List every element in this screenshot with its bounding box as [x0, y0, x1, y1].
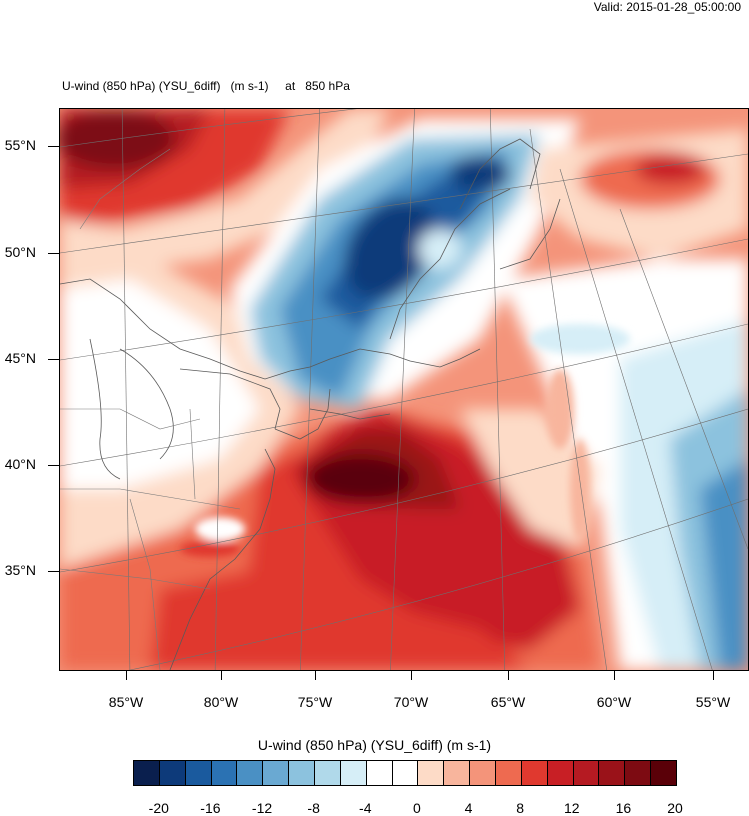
colorbar-box — [340, 761, 367, 785]
lat-tick — [48, 571, 59, 572]
lat-label-50n: 50°N — [4, 244, 36, 260]
lon-tick — [713, 670, 714, 680]
colorbar-label: 12 — [563, 800, 580, 816]
lon-tick — [508, 670, 509, 680]
lon-tick — [614, 670, 615, 680]
colorbar-box — [211, 761, 238, 785]
lat-tick — [48, 465, 59, 466]
colorbar-box — [625, 761, 652, 785]
colorbar-box — [134, 761, 160, 785]
map-panel — [59, 108, 749, 671]
lon-label-75w: 75°W — [297, 694, 333, 710]
field-shading — [60, 109, 748, 670]
wind-field-map — [60, 109, 748, 670]
colorbar-box — [159, 761, 186, 785]
lon-tick — [221, 670, 222, 680]
colorbar-box — [599, 761, 626, 785]
colorbar-label: 20 — [667, 800, 683, 816]
colorbar-box — [185, 761, 212, 785]
coastlines — [60, 138, 561, 670]
colorbar-label: 8 — [516, 800, 525, 816]
colorbar-label: 16 — [615, 800, 632, 816]
colorbar-label: -12 — [251, 800, 273, 816]
colorbar-box — [470, 761, 497, 785]
lon-label-60w: 60°W — [596, 694, 632, 710]
lat-tick — [48, 146, 59, 147]
colorbar-box — [573, 761, 600, 785]
lat-label-45n: 45°N — [4, 350, 36, 366]
colorbar-label: -4 — [359, 800, 372, 816]
lat-label-35n: 35°N — [4, 562, 36, 578]
colorbar-label: -8 — [307, 800, 320, 816]
lon-label-55w: 55°W — [695, 694, 731, 710]
colorbar-box — [237, 761, 264, 785]
colorbar-box — [496, 761, 522, 785]
lat-tick — [48, 253, 59, 254]
colorbar-box — [263, 761, 290, 785]
lon-label-65w: 65°W — [490, 694, 526, 710]
field-detail — [180, 324, 630, 557]
plot-title: U-wind (850 hPa) (YSU_6diff) (m s-1) at … — [62, 79, 350, 93]
colorbar-box — [547, 761, 574, 785]
lon-tick — [411, 670, 412, 680]
colorbar-label: 4 — [464, 800, 473, 816]
valid-time-label: Valid: 2015-01-28_05:00:00 — [593, 0, 741, 14]
colorbar-box — [366, 761, 393, 785]
colorbar-box — [418, 761, 445, 785]
colorbar-title: U-wind (850 hPa) (YSU_6diff) (m s-1) — [257, 737, 492, 753]
lon-tick — [315, 670, 316, 680]
lon-label-80w: 80°W — [203, 694, 239, 710]
lon-label-70w: 70°W — [393, 694, 429, 710]
lon-label-85w: 85°W — [108, 694, 144, 710]
lat-tick — [48, 359, 59, 360]
colorbar-label: -16 — [200, 800, 221, 816]
colorbar-box — [392, 761, 419, 785]
colorbar-box — [521, 761, 548, 785]
borders — [60, 148, 241, 670]
colorbar-box — [651, 761, 677, 785]
lat-label-40n: 40°N — [4, 456, 36, 472]
colorbar-label: -20 — [148, 800, 169, 816]
colorbar-box — [444, 761, 471, 785]
lat-label-55n: 55°N — [4, 137, 36, 153]
colorbar-label: 0 — [412, 800, 421, 816]
colorbar-box — [289, 761, 316, 785]
graticule — [60, 109, 748, 670]
colorbar — [133, 760, 677, 786]
lon-tick — [126, 670, 127, 680]
colorbar-box — [315, 761, 341, 785]
